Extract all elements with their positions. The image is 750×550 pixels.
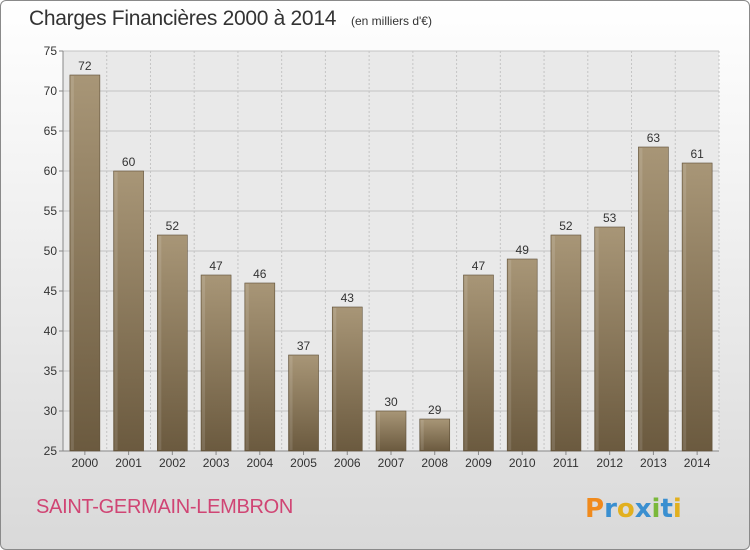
commune-name: SAINT-GERMAIN-LEMBRON [36, 496, 294, 518]
proxiti-logo: Proxiti [585, 494, 682, 524]
bars [69, 74, 713, 452]
x-tick-label: 2000 [72, 456, 99, 470]
bar-2000 [69, 74, 101, 452]
data-label: 37 [297, 339, 311, 353]
bar-2001 [113, 170, 144, 452]
bar-highlight [420, 420, 424, 450]
x-tick-label: 2011 [553, 456, 579, 470]
bar-highlight [333, 308, 337, 450]
bar-2009 [463, 274, 494, 452]
bar-highlight [202, 276, 206, 450]
bar-highlight [289, 356, 293, 450]
x-tick-label: 2008 [421, 456, 448, 470]
data-label: 43 [341, 291, 355, 305]
bar-2011 [550, 234, 582, 452]
bar-2007 [375, 410, 407, 452]
y-tick-label: 75 [44, 44, 58, 58]
bar-2003 [200, 274, 232, 452]
y-tick-label: 45 [44, 284, 58, 298]
x-tick-label: 2005 [290, 456, 317, 470]
bar-2010 [506, 258, 538, 452]
y-tick-label: 65 [44, 124, 58, 138]
chart-title: Charges Financières 2000 à 2014 [29, 7, 337, 30]
x-tick-label: 2014 [684, 456, 711, 470]
y-tick-label: 50 [44, 244, 58, 258]
data-label: 53 [603, 211, 617, 225]
x-tick-label: 2002 [159, 456, 186, 470]
data-label: 30 [384, 395, 398, 409]
y-tick-label: 30 [44, 404, 58, 418]
x-tick-label: 2013 [640, 456, 667, 470]
bar-2012 [594, 226, 625, 452]
data-label: 72 [78, 59, 92, 73]
bar-highlight [377, 412, 380, 450]
data-label: 47 [209, 259, 223, 273]
bar-highlight [639, 148, 643, 450]
bar-highlight [551, 236, 555, 450]
bar-highlight [683, 164, 687, 450]
data-label: 49 [516, 243, 530, 257]
y-tick-label: 55 [44, 204, 58, 218]
data-label: 60 [122, 155, 136, 169]
bar-highlight [508, 260, 512, 450]
y-tick-label: 40 [44, 324, 58, 338]
data-label: 29 [428, 403, 442, 417]
x-tick-label: 2001 [115, 456, 142, 470]
data-label: 52 [166, 219, 180, 233]
labels: 25 30 35 40 45 50 55 60 65 70 75 72 2000 60 2001 52 2002… [44, 44, 711, 470]
y-tick-label: 35 [44, 364, 58, 378]
data-label: 61 [690, 147, 704, 161]
bar-2002 [157, 234, 188, 452]
svg-text:Proxiti: Proxiti [585, 494, 682, 524]
x-tick-label: 2006 [334, 456, 361, 470]
bar-2008 [419, 418, 451, 452]
bar-2006 [331, 306, 363, 452]
y-tick-label: 60 [44, 164, 58, 178]
bar-highlight [464, 276, 468, 450]
x-tick-label: 2012 [596, 456, 623, 470]
bar-highlight [114, 172, 118, 450]
bar-2004 [244, 282, 276, 452]
data-label: 47 [472, 259, 486, 273]
bar-highlight [158, 236, 162, 450]
data-label: 46 [253, 267, 267, 281]
bar-highlight [245, 284, 249, 450]
bar-2013 [638, 146, 669, 452]
y-tick-label: 25 [44, 444, 58, 458]
y-tick-label: 70 [44, 84, 58, 98]
data-label: 63 [647, 131, 661, 145]
chart-subtitle: (en milliers d'€) [351, 14, 432, 28]
x-tick-label: 2007 [378, 456, 405, 470]
x-tick-label: 2010 [509, 456, 536, 470]
x-tick-label: 2003 [203, 456, 230, 470]
bar-2014 [681, 162, 713, 452]
x-tick-label: 2009 [465, 456, 492, 470]
x-tick-label: 2004 [246, 456, 273, 470]
bar-highlight [595, 228, 599, 450]
data-label: 52 [559, 219, 573, 233]
bar-2005 [288, 354, 319, 452]
bar-highlight [70, 76, 74, 450]
